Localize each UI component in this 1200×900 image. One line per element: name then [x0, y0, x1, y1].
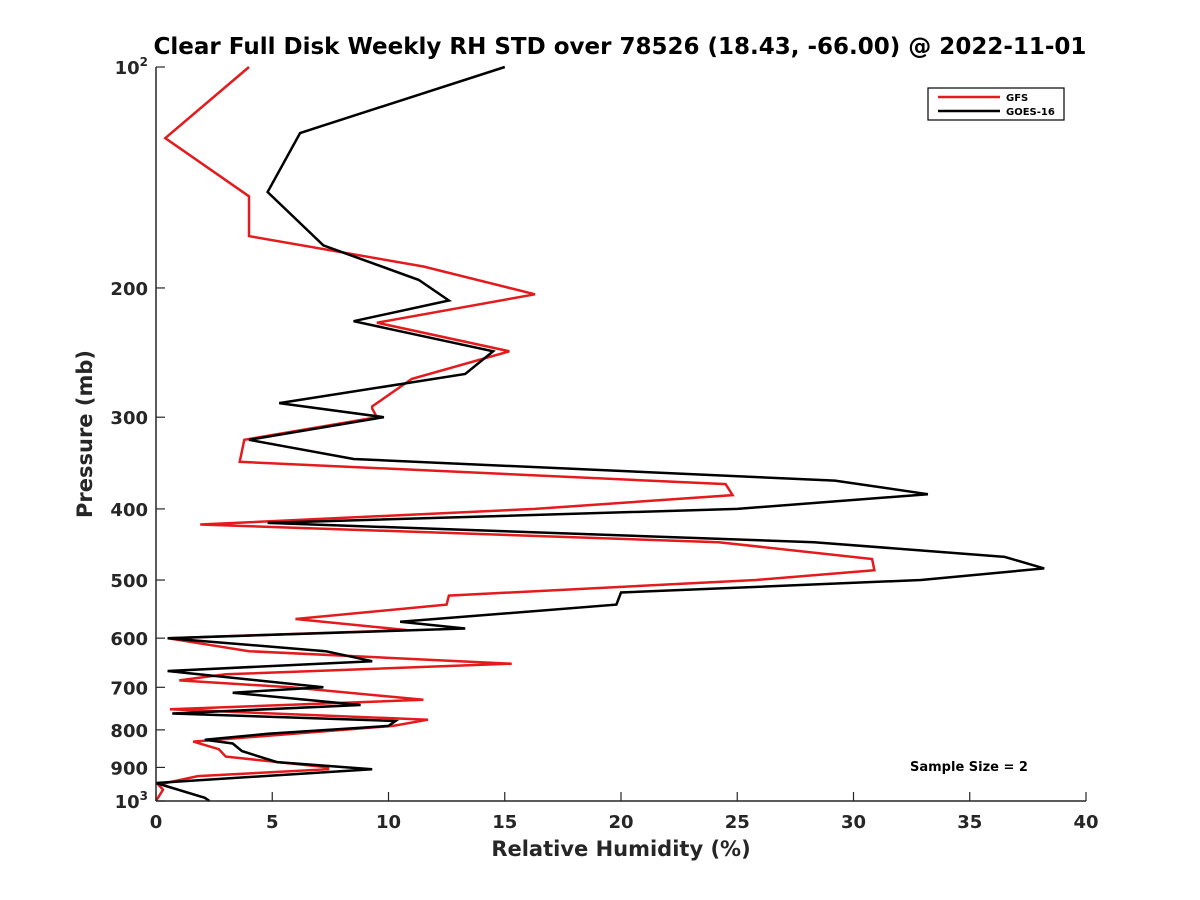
x-tick-label: 30 [841, 812, 866, 833]
legend: GFS GOES-16 [927, 87, 1065, 121]
y-tick-label: 800 [110, 721, 148, 742]
y-tick-label: 900 [110, 758, 148, 779]
legend-box [927, 87, 1065, 121]
x-ticks: 0 5 10 15 20 25 30 35 40 [150, 792, 1099, 833]
series-line-goes-16 [155, 65, 1045, 803]
y-tick-label: 500 [110, 571, 148, 592]
legend-label-goes-16: GOES-16 [1006, 107, 1055, 118]
x-tick-label: 10 [376, 812, 401, 833]
y-tick-label: 600 [110, 629, 148, 650]
chart-title: Clear Full Disk Weekly RH STD over 78526… [154, 34, 1087, 60]
x-axis-label: Relative Humidity (%) [491, 837, 750, 861]
y-tick-label: 103 [115, 789, 148, 813]
y-tick-label: 700 [110, 678, 148, 699]
x-tick-label: 40 [1073, 812, 1098, 833]
y-tick-label: 400 [110, 500, 148, 521]
y-tick-label: 102 [115, 55, 148, 79]
series-line-gfs [154, 66, 876, 802]
y-tick-label: 300 [110, 408, 148, 429]
x-tick-label: 0 [150, 812, 163, 833]
x-tick-label: 5 [266, 812, 279, 833]
plot-series [154, 65, 1045, 803]
x-tick-label: 20 [608, 812, 633, 833]
legend-label-gfs: GFS [1006, 93, 1028, 104]
y-ticks: 102 200 300 400 500 600 700 800 900 103 [110, 55, 165, 813]
x-tick-label: 15 [492, 812, 517, 833]
x-tick-label: 25 [725, 812, 750, 833]
y-tick-label: 200 [110, 279, 148, 300]
sample-size-annotation: Sample Size = 2 [910, 760, 1028, 775]
x-tick-label: 35 [957, 812, 982, 833]
y-axis-label: Pressure (mb) [73, 350, 97, 518]
